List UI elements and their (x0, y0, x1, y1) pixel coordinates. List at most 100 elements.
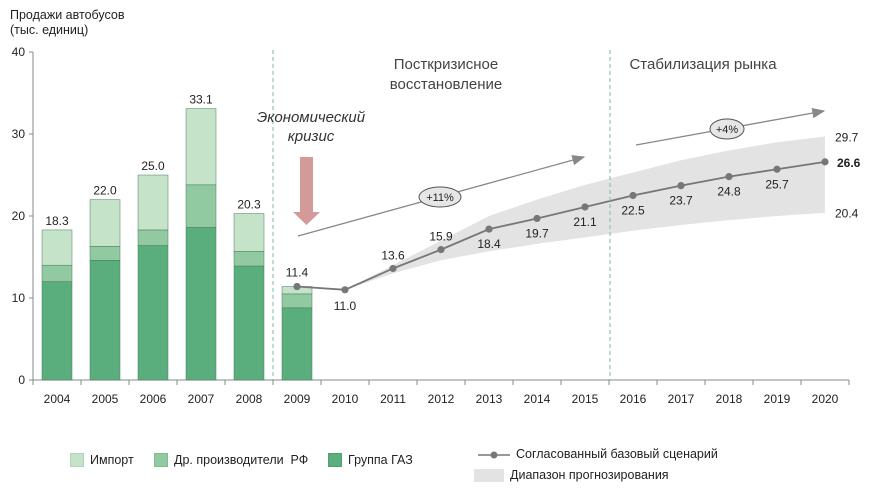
bar-total-label: 18.3 (45, 214, 69, 228)
y-tick-label: 20 (12, 209, 26, 223)
legend-range-swatch (474, 469, 504, 482)
x-tick-label: 2016 (620, 392, 647, 406)
bar-segment (89, 199, 121, 247)
x-tick-label: 2006 (140, 392, 167, 406)
bar-segment (137, 229, 169, 246)
baseline-value-label: 25.7 (765, 177, 789, 191)
x-tick-label: 2009 (284, 392, 311, 406)
x-tick-label: 2005 (92, 392, 119, 406)
bar-segment (185, 108, 217, 186)
baseline-value-label: 21.1 (573, 215, 597, 229)
bar-segment (185, 184, 217, 228)
legend-item-other-rf: Др. производители РФ (154, 453, 308, 467)
phase-recovery-line-1: Посткризисное (394, 56, 499, 73)
baseline-line (296, 160, 826, 291)
x-tick-label: 2012 (428, 392, 455, 406)
y-axis-title-line-1: Продажи автобусов (10, 8, 125, 22)
bar-segment (89, 260, 121, 381)
bar-segment (41, 281, 73, 381)
legend-item-baseline: Согласованный базовый сценарий (516, 447, 718, 461)
growth-badge-recovery-label: +11% (426, 192, 454, 204)
legend-swatch-import (70, 453, 84, 467)
legend-item-range: Диапазон прогнозирования (510, 468, 669, 482)
legend-item-import: Импорт (70, 453, 134, 467)
legend-item-gaz: Группа ГАЗ (328, 453, 413, 467)
legend-swatch-other-rf (154, 453, 168, 467)
baseline-value-label: 15.9 (429, 230, 453, 244)
phase-crisis-line-1: Экономический (257, 109, 366, 126)
bar-segment (137, 174, 169, 231)
baseline-point (341, 286, 349, 294)
x-tick-label: 2007 (188, 392, 215, 406)
y-tick-label: 10 (12, 291, 26, 305)
x-tick-label: 2010 (332, 392, 359, 406)
phase-recovery-line-2: восстановление (390, 76, 503, 93)
bar-total-label: 20.3 (237, 198, 261, 212)
baseline-value-label: 23.7 (669, 194, 693, 208)
baseline-point (725, 173, 733, 181)
baseline-value-label: 22.5 (621, 204, 645, 218)
baseline-point (773, 165, 781, 173)
phase-stabilization-title: Стабилизация рынка (629, 56, 777, 73)
bar-segment (41, 264, 73, 282)
y-axis-title-line-2: (тыс. единиц) (10, 23, 88, 37)
x-tick-label: 2013 (476, 392, 503, 406)
legend-swatch-gaz (328, 453, 342, 467)
bar-total-label: 25.0 (141, 159, 165, 173)
bar-total-label: 22.0 (93, 184, 117, 198)
bar-segment (233, 213, 265, 252)
y-tick-label: 40 (12, 45, 26, 59)
bar-segment (233, 265, 265, 381)
baseline-point (629, 191, 637, 200)
x-tick-label: 2019 (764, 392, 791, 406)
baseline-value-label: 18.4 (477, 237, 501, 251)
bar-segment (185, 227, 217, 381)
range-lower-label: 20.4 (835, 207, 859, 221)
x-tick-label: 2004 (44, 392, 71, 406)
legend-label-baseline: Согласованный базовый сценарий (516, 447, 718, 461)
bar-segment (89, 246, 121, 261)
growth-badge-stabilization-label: +4% (716, 124, 739, 136)
growth-badge-recovery (418, 186, 462, 208)
bar-total-label: 33.1 (189, 93, 213, 107)
x-tick-label: 2017 (668, 392, 695, 406)
growth-badge-stabilization (709, 118, 745, 140)
phase-crisis-line-2: кризис (288, 128, 335, 145)
baseline-point (677, 182, 685, 190)
baseline-point (533, 214, 541, 223)
x-tick-label: 2014 (524, 392, 551, 406)
range-upper-label: 29.7 (835, 130, 859, 144)
x-tick-label: 2011 (380, 392, 406, 406)
baseline-point (821, 158, 829, 166)
x-tick-label: 2015 (572, 392, 599, 406)
baseline-point (293, 282, 301, 291)
bar-segment (281, 293, 313, 309)
x-tick-label: 2020 (812, 392, 839, 406)
bar-segment (41, 229, 73, 266)
baseline-value-label: 19.7 (525, 226, 549, 240)
x-tick-label: 2018 (716, 392, 743, 406)
baseline-point (389, 264, 397, 273)
baseline-value-label: 11.4 (286, 266, 309, 280)
y-tick-label: 30 (12, 127, 26, 141)
baseline-value-label: 24.8 (717, 185, 741, 199)
baseline-value-label: 26.6 (837, 156, 861, 170)
forecast-range-band (345, 136, 825, 290)
baseline-value-label: 11.0 (334, 299, 357, 313)
legend-label-import: Импорт (90, 453, 134, 467)
bar-segment (137, 245, 169, 381)
baseline-point (581, 203, 589, 211)
legend-label-gaz: Группа ГАЗ (348, 453, 413, 467)
x-tick-label: 2008 (236, 392, 263, 406)
baseline-point (437, 246, 445, 254)
bar-segment (233, 251, 265, 267)
y-tick-label: 0 (18, 373, 25, 387)
bar-segment (281, 307, 313, 381)
baseline-point (485, 225, 493, 233)
baseline-value-label: 13.6 (381, 248, 405, 262)
legend-label-range: Диапазон прогнозирования (510, 468, 669, 482)
legend-baseline-marker (490, 451, 498, 459)
legend-label-other-rf: Др. производители РФ (174, 453, 309, 467)
crisis-down-arrow (293, 157, 320, 225)
